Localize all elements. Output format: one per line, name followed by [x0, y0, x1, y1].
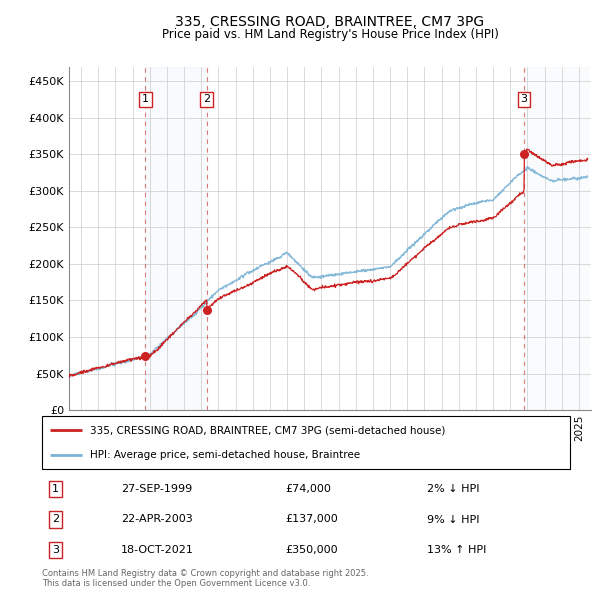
Text: 2% ↓ HPI: 2% ↓ HPI [427, 484, 480, 494]
Text: 2: 2 [203, 94, 210, 104]
Bar [524, 67, 587, 410]
Text: 2: 2 [52, 514, 59, 525]
Bar [145, 67, 206, 410]
Text: £74,000: £74,000 [285, 484, 331, 494]
Text: 18-OCT-2021: 18-OCT-2021 [121, 545, 194, 555]
Text: HPI: Average price, semi-detached house, Braintree: HPI: Average price, semi-detached house,… [89, 450, 359, 460]
Text: 22-APR-2003: 22-APR-2003 [121, 514, 193, 525]
Text: £137,000: £137,000 [285, 514, 338, 525]
Text: 335, CRESSING ROAD, BRAINTREE, CM7 3PG (semi-detached house): 335, CRESSING ROAD, BRAINTREE, CM7 3PG (… [89, 425, 445, 435]
Text: £350,000: £350,000 [285, 545, 338, 555]
Text: 3: 3 [52, 545, 59, 555]
Text: 335, CRESSING ROAD, BRAINTREE, CM7 3PG: 335, CRESSING ROAD, BRAINTREE, CM7 3PG [175, 15, 485, 29]
Text: 1: 1 [52, 484, 59, 494]
Text: 27-SEP-1999: 27-SEP-1999 [121, 484, 193, 494]
FancyBboxPatch shape [42, 416, 570, 469]
Text: 1: 1 [142, 94, 149, 104]
Text: 9% ↓ HPI: 9% ↓ HPI [427, 514, 480, 525]
Text: 13% ↑ HPI: 13% ↑ HPI [427, 545, 487, 555]
Text: Price paid vs. HM Land Registry's House Price Index (HPI): Price paid vs. HM Land Registry's House … [161, 28, 499, 41]
Text: 3: 3 [521, 94, 527, 104]
Text: Contains HM Land Registry data © Crown copyright and database right 2025.
This d: Contains HM Land Registry data © Crown c… [42, 569, 368, 588]
